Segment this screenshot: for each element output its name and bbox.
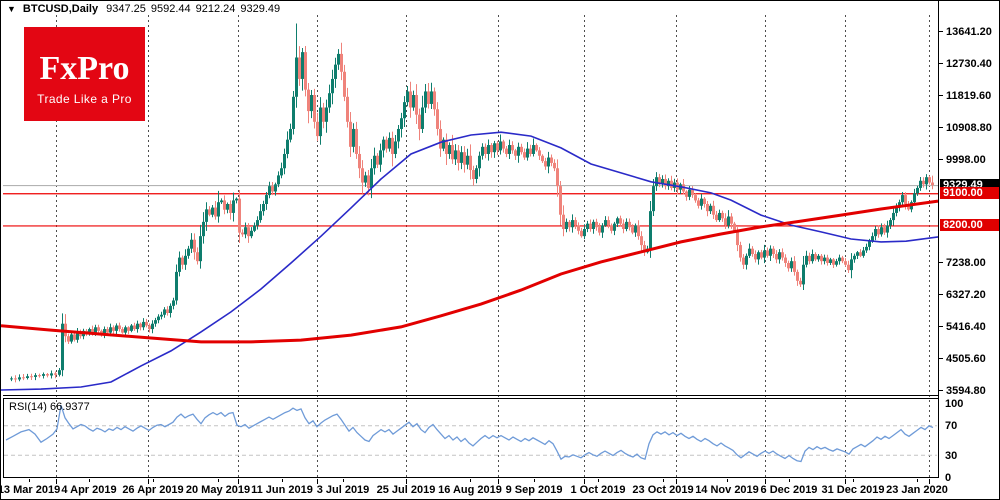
date-tick-label: 6 Dec 2019: [761, 484, 818, 496]
date-tick-label: 23 Oct 2019: [632, 484, 693, 496]
date-tick-label: 16 Aug 2019: [438, 484, 502, 496]
moving-average-blue-line: [1, 131, 939, 391]
rsi-panel: [4, 405, 937, 463]
rsi-scale-label: 70: [945, 420, 957, 432]
hline-9100-tag[interactable]: 9100.00: [940, 187, 999, 199]
date-tick-label: 1 Oct 2019: [570, 484, 625, 496]
price-scale: 13641.20 12730.40 11819.60 10908.80 9998.00 7…: [939, 26, 992, 484]
ohlc-high: 9592.44: [150, 2, 191, 15]
price-tick-label: 6327.20: [946, 289, 986, 301]
rsi-scale-label: 0: [945, 472, 951, 484]
candlestick-series: [10, 23, 934, 383]
fxpro-tagline: Trade Like a Pro: [37, 92, 132, 106]
rsi-scale-label: 30: [945, 450, 957, 462]
date-tick-label: 25 Jul 2019: [377, 484, 436, 496]
date-tick-label: 31 Dec 2019: [822, 484, 885, 496]
ohlc-open: 9347.25: [106, 2, 146, 15]
hline-8200-tag[interactable]: 8200.00: [940, 219, 999, 231]
date-tick-label: 4 Apr 2019: [61, 484, 116, 496]
price-tick-label: 7238.00: [946, 257, 986, 269]
rsi-line: [5, 405, 934, 463]
moving-average-red-line: [1, 199, 939, 344]
time-axis: 13 Mar 2019 4 Apr 2019 26 Apr 2019 20 May 2…: [1, 479, 948, 496]
fxpro-brand-text: FxPro: [39, 50, 130, 87]
price-tick-label: 5416.40: [946, 321, 986, 333]
date-tick-label: 23 Jan 2020: [886, 484, 948, 496]
price-tick-label: 10908.80: [946, 122, 992, 134]
price-tick-label: 13641.20: [946, 26, 992, 38]
rsi-indicator-label: RSI(14) 66.9377: [9, 401, 90, 413]
date-tick-label: 20 May 2019: [186, 484, 250, 496]
collapse-triangle-icon[interactable]: ▼: [7, 3, 16, 14]
price-tick-label: 3594.80: [946, 385, 986, 397]
date-tick-label: 14 Nov 2019: [695, 484, 759, 496]
date-tick-label: 13 Mar 2019: [1, 484, 60, 496]
panel-frames: [3, 1, 939, 478]
rsi-scale-label: 100: [945, 398, 963, 410]
horizontal-price-lines: [3, 184, 938, 227]
date-tick-label: 26 Apr 2019: [122, 484, 183, 496]
month-separator-gridlines: [56, 15, 930, 478]
date-tick-label: 9 Sep 2019: [506, 484, 563, 496]
price-tick-label: 4505.60: [946, 353, 986, 365]
ohlc-close: 9329.49: [240, 2, 281, 15]
ohlc-low: 9212.24: [195, 2, 236, 15]
date-tick-label: 11 Jun 2019: [251, 484, 313, 496]
fxpro-logo: FxPro Trade Like a Pro: [24, 27, 145, 121]
symbol-label: BTCUSD,Daily: [22, 2, 99, 15]
price-tick-label: 11819.60: [946, 90, 991, 102]
price-tick-label: 12730.40: [946, 58, 992, 70]
date-tick-label: 3 Jul 2019: [317, 484, 370, 496]
chart-title-bar: ▼ BTCUSD,Daily 9347.25 9592.44 9212.24 9…: [7, 2, 285, 15]
price-tick-label: 9998.00: [946, 154, 986, 166]
